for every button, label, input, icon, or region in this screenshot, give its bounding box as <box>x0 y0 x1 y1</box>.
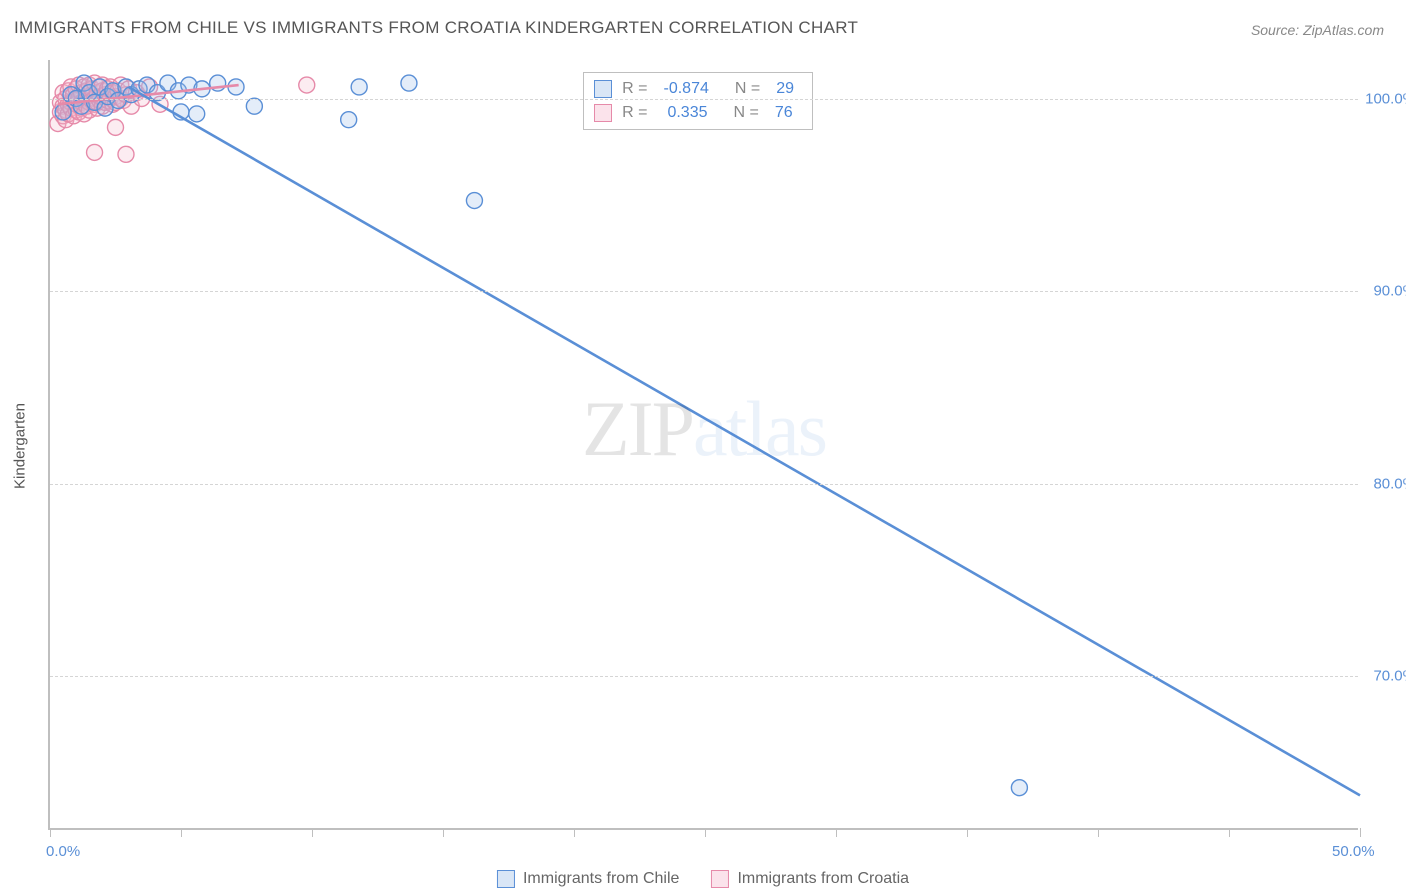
series-legend: Immigrants from Chile Immigrants from Cro… <box>497 870 909 888</box>
legend-n-value-chile: 29 <box>770 80 800 98</box>
legend-r-label: R = <box>622 80 647 98</box>
x-tick <box>1098 828 1099 837</box>
bottom-legend-label-chile: Immigrants from Chile <box>523 870 679 888</box>
legend-n-label: N = <box>735 80 760 98</box>
y-tick-label: 100.0% <box>1365 90 1406 107</box>
x-tick <box>50 828 51 837</box>
chart-title: IMMIGRANTS FROM CHILE VS IMMIGRANTS FROM… <box>14 18 858 38</box>
x-tick <box>1360 828 1361 837</box>
chart-svg <box>50 60 1358 828</box>
bottom-legend-item-croatia: Immigrants from Croatia <box>711 870 909 888</box>
x-tick <box>443 828 444 837</box>
gridline <box>50 99 1358 100</box>
data-point-chile <box>466 193 482 209</box>
x-tick <box>705 828 706 837</box>
x-tick <box>967 828 968 837</box>
legend-swatch-chile <box>594 80 612 98</box>
legend-r-value-chile: -0.874 <box>658 80 715 98</box>
legend-n-label: N = <box>734 104 759 122</box>
legend-row-chile: R = -0.874 N = 29 <box>594 77 800 101</box>
bottom-legend-label-croatia: Immigrants from Croatia <box>737 870 909 888</box>
y-axis-label: Kindergarten <box>12 403 29 489</box>
legend-r-label: R = <box>622 104 647 122</box>
data-point-chile <box>55 104 71 120</box>
data-point-croatia <box>299 77 315 93</box>
y-tick-label: 80.0% <box>1373 475 1406 492</box>
data-point-croatia <box>118 146 134 162</box>
x-tick <box>574 828 575 837</box>
legend-row-croatia: R = 0.335 N = 76 <box>594 101 800 125</box>
y-tick-label: 70.0% <box>1373 668 1406 685</box>
legend-r-value-croatia: 0.335 <box>658 104 714 122</box>
y-tick-label: 90.0% <box>1373 283 1406 300</box>
x-tick <box>836 828 837 837</box>
data-point-chile <box>189 106 205 122</box>
x-tick-label: 0.0% <box>46 843 80 860</box>
gridline <box>50 291 1358 292</box>
data-point-chile <box>401 75 417 91</box>
data-point-chile <box>1011 780 1027 796</box>
legend-n-value-croatia: 76 <box>769 104 799 122</box>
x-tick <box>1229 828 1230 837</box>
bottom-swatch-chile <box>497 870 515 888</box>
trend-line-chile <box>129 87 1360 795</box>
correlation-legend: R = -0.874 N = 29 R = 0.335 N = 76 <box>583 72 813 130</box>
x-tick <box>181 828 182 837</box>
data-point-chile <box>246 98 262 114</box>
data-point-croatia <box>87 144 103 160</box>
data-point-chile <box>351 79 367 95</box>
x-tick-label: 50.0% <box>1332 843 1375 860</box>
bottom-legend-item-chile: Immigrants from Chile <box>497 870 679 888</box>
x-tick <box>312 828 313 837</box>
plot-area: ZIPatlas R =-0.874N =29R =0.335N =76 70.… <box>48 60 1358 830</box>
gridline <box>50 484 1358 485</box>
gridline <box>50 676 1358 677</box>
legend-swatch-croatia <box>594 104 612 122</box>
data-point-croatia <box>108 119 124 135</box>
data-point-chile <box>341 112 357 128</box>
bottom-swatch-croatia <box>711 870 729 888</box>
source-attribution: Source: ZipAtlas.com <box>1251 22 1384 38</box>
